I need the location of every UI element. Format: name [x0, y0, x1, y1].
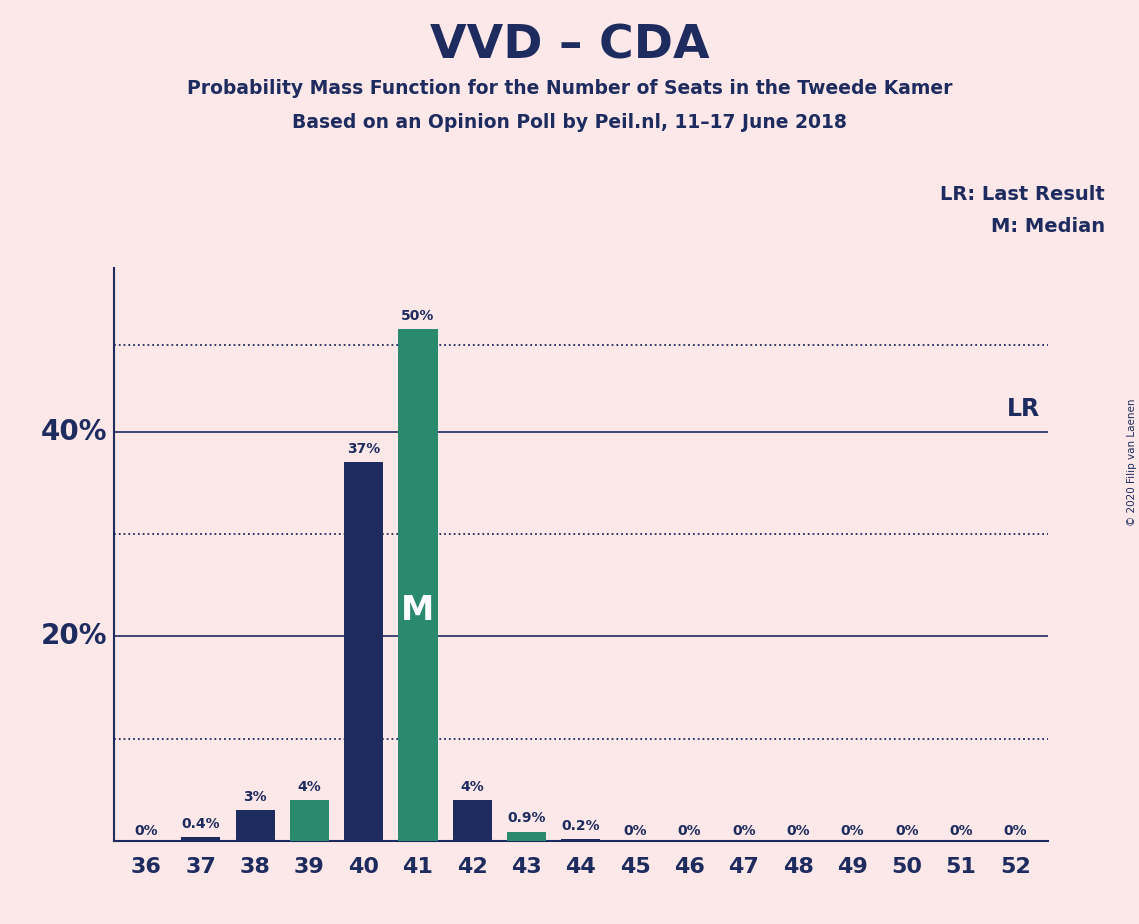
Bar: [452, 800, 492, 841]
Text: 0.2%: 0.2%: [562, 819, 600, 833]
Text: 0%: 0%: [841, 824, 865, 838]
Bar: [507, 832, 546, 841]
Bar: [344, 462, 383, 841]
Text: 0%: 0%: [895, 824, 918, 838]
Text: 0%: 0%: [678, 824, 702, 838]
Text: Probability Mass Function for the Number of Seats in the Tweede Kamer: Probability Mass Function for the Number…: [187, 79, 952, 98]
Text: 40%: 40%: [41, 418, 107, 445]
Text: LR: Last Result: LR: Last Result: [940, 185, 1105, 204]
Text: M: Median: M: Median: [991, 217, 1105, 237]
Text: 0%: 0%: [949, 824, 973, 838]
Text: M: M: [401, 594, 435, 627]
Text: 50%: 50%: [401, 310, 435, 323]
Text: 0%: 0%: [786, 824, 810, 838]
Text: VVD – CDA: VVD – CDA: [429, 23, 710, 68]
Text: 0%: 0%: [732, 824, 755, 838]
Text: LR: LR: [1007, 397, 1040, 421]
Bar: [236, 810, 274, 841]
Text: 4%: 4%: [297, 780, 321, 794]
Text: 37%: 37%: [347, 443, 380, 456]
Text: 20%: 20%: [41, 622, 107, 650]
Text: 0%: 0%: [1003, 824, 1027, 838]
Text: 0%: 0%: [623, 824, 647, 838]
Text: © 2020 Filip van Laenen: © 2020 Filip van Laenen: [1126, 398, 1137, 526]
Text: 0.9%: 0.9%: [507, 811, 546, 825]
Text: 4%: 4%: [460, 780, 484, 794]
Bar: [181, 837, 220, 841]
Bar: [562, 839, 600, 841]
Text: 0%: 0%: [134, 824, 158, 838]
Text: Based on an Opinion Poll by Peil.nl, 11–17 June 2018: Based on an Opinion Poll by Peil.nl, 11–…: [292, 113, 847, 132]
Bar: [399, 329, 437, 841]
Text: 3%: 3%: [244, 790, 267, 804]
Bar: [289, 800, 329, 841]
Text: 0.4%: 0.4%: [181, 817, 220, 831]
